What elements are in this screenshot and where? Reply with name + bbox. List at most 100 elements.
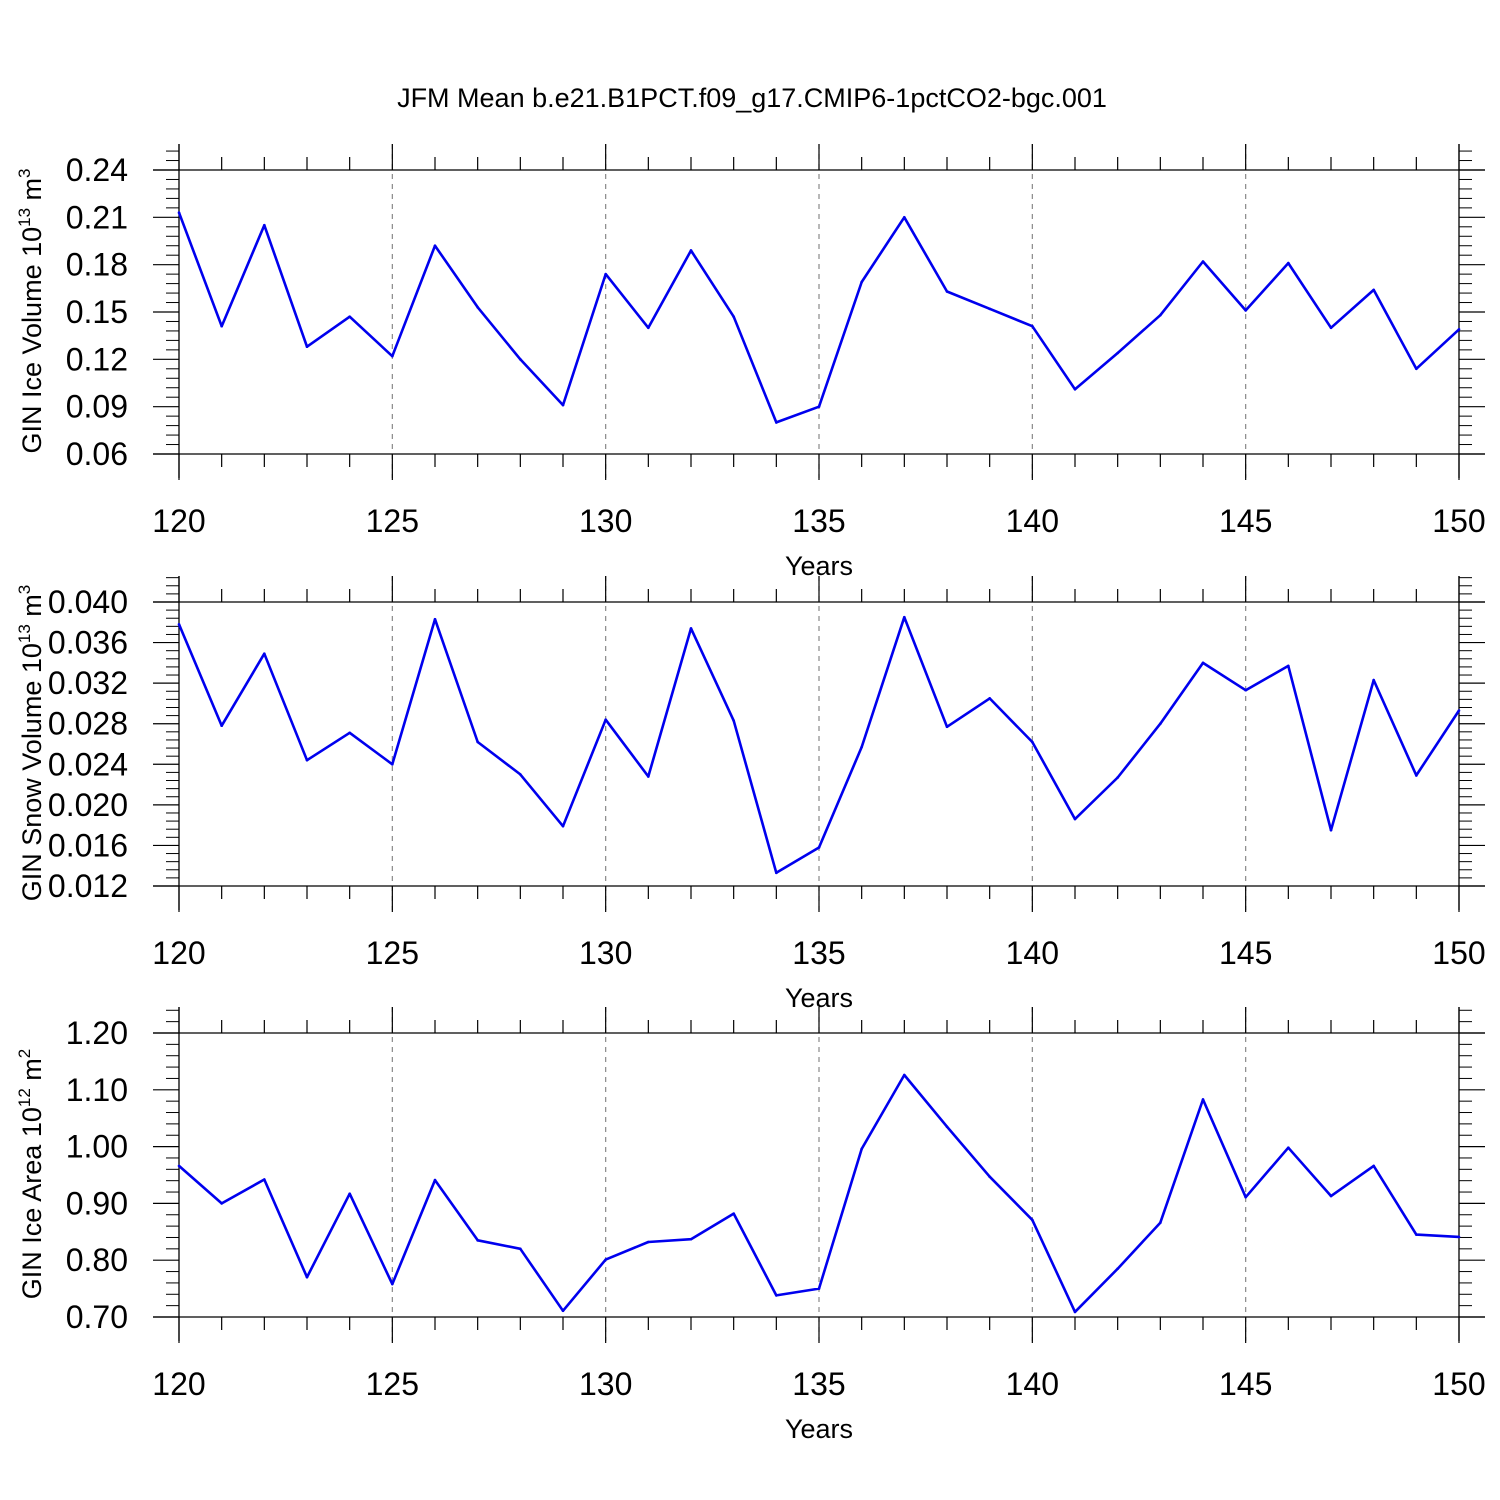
data-point bbox=[1329, 1194, 1333, 1198]
x-axis-label: Years bbox=[785, 1414, 853, 1444]
data-point bbox=[1287, 1146, 1290, 1150]
data-point bbox=[732, 719, 735, 722]
y-tick-label: 0.020 bbox=[48, 787, 128, 823]
y-tick-label: 0.040 bbox=[48, 584, 128, 620]
data-point bbox=[1415, 774, 1418, 777]
data-point bbox=[1031, 324, 1034, 328]
panel-1: 0.06 0.09 0.12 0.15 0.18 0.21 0.24 120 125 130 135… bbox=[15, 144, 1486, 581]
data-point bbox=[519, 1247, 522, 1251]
x-tick-label: 150 bbox=[1432, 1366, 1485, 1402]
data-point bbox=[391, 354, 394, 358]
data-point bbox=[1244, 1195, 1247, 1199]
x-tick-label: 140 bbox=[1006, 935, 1059, 971]
data-point bbox=[1073, 388, 1077, 391]
y-tick-label: 0.012 bbox=[48, 868, 128, 904]
data-point bbox=[945, 1125, 949, 1129]
data-point bbox=[348, 1192, 351, 1196]
data-point bbox=[945, 290, 949, 293]
data-point bbox=[1372, 288, 1375, 292]
data-point bbox=[177, 623, 181, 626]
data-point bbox=[561, 1309, 565, 1313]
x-tick-label: 120 bbox=[152, 503, 205, 539]
data-point bbox=[220, 324, 223, 328]
data-point bbox=[348, 315, 351, 319]
y-tick-label: 0.70 bbox=[66, 1299, 128, 1335]
y-tick-label: 0.028 bbox=[48, 706, 128, 742]
data-point bbox=[1073, 817, 1077, 821]
panel-3: 0.70 0.80 0.90 1.00 1.10 1.20 120 125 130 135 140 1… bbox=[15, 1007, 1486, 1444]
panel-2: 0.012 0.016 0.020 0.024 0.028 0.032 0.036 0.040… bbox=[15, 576, 1486, 1013]
data-point bbox=[903, 1073, 906, 1077]
data-point bbox=[1116, 1267, 1119, 1271]
data-point bbox=[860, 745, 863, 749]
data-point bbox=[305, 1275, 309, 1279]
data-point bbox=[689, 627, 693, 630]
data-point bbox=[860, 1147, 863, 1151]
data-point bbox=[817, 846, 821, 849]
data-point bbox=[1201, 661, 1205, 665]
data-point bbox=[1372, 678, 1375, 682]
data-point bbox=[1031, 1218, 1034, 1222]
x-tick-label: 145 bbox=[1219, 503, 1272, 539]
data-point bbox=[1287, 664, 1290, 668]
y-tick-label: 0.024 bbox=[48, 746, 128, 782]
data-point bbox=[1287, 261, 1290, 265]
data-point bbox=[903, 216, 906, 219]
data-point bbox=[647, 1240, 650, 1244]
data-point bbox=[604, 272, 607, 276]
data-point bbox=[561, 403, 565, 407]
data-point bbox=[1201, 1098, 1205, 1101]
data-point bbox=[1329, 326, 1333, 330]
x-tick-label: 135 bbox=[792, 935, 845, 971]
y-tick-label: 0.24 bbox=[66, 152, 128, 188]
x-tick-label: 120 bbox=[152, 1366, 205, 1402]
x-tick-label: 125 bbox=[366, 935, 419, 971]
data-point bbox=[177, 1164, 181, 1168]
y-tick-label: 0.09 bbox=[66, 389, 128, 425]
data-point bbox=[348, 731, 351, 735]
chart-panels: 0.06 0.09 0.12 0.15 0.18 0.21 0.24 120 125 130 135… bbox=[15, 144, 1486, 1444]
x-tick-label: 130 bbox=[579, 503, 632, 539]
y-tick-label: 1.10 bbox=[66, 1072, 128, 1108]
data-point bbox=[1073, 1310, 1077, 1314]
data-point bbox=[1159, 722, 1162, 726]
data-point bbox=[220, 724, 223, 728]
data-point bbox=[775, 871, 778, 875]
y-tick-label: 0.90 bbox=[66, 1185, 128, 1221]
y-tick-label: 0.15 bbox=[66, 294, 128, 330]
data-point bbox=[305, 758, 309, 762]
y-tick-label: 0.18 bbox=[66, 247, 128, 283]
data-point bbox=[732, 1212, 735, 1215]
data-point bbox=[1372, 1164, 1375, 1168]
data-point bbox=[860, 280, 863, 284]
x-tick-label: 130 bbox=[579, 1366, 632, 1402]
data-point bbox=[604, 718, 607, 721]
y-tick-label: 1.00 bbox=[66, 1129, 128, 1165]
y-tick-label: 1.20 bbox=[66, 1015, 128, 1051]
data-point bbox=[732, 315, 735, 319]
data-point bbox=[1159, 1221, 1162, 1225]
x-tick-label: 130 bbox=[579, 935, 632, 971]
data-point bbox=[647, 326, 650, 330]
data-point bbox=[988, 1175, 991, 1179]
x-tick-label: 120 bbox=[152, 935, 205, 971]
data-point bbox=[391, 762, 394, 766]
x-tick-label: 125 bbox=[366, 503, 419, 539]
x-tick-label: 125 bbox=[366, 1366, 419, 1402]
data-point bbox=[177, 211, 181, 214]
data-point bbox=[1116, 776, 1119, 779]
data-point bbox=[1244, 309, 1247, 312]
data-point bbox=[1457, 709, 1461, 712]
data-point bbox=[988, 307, 991, 311]
x-tick-label: 140 bbox=[1006, 1366, 1059, 1402]
data-point bbox=[988, 697, 991, 700]
y-tick-label: 0.06 bbox=[66, 436, 128, 472]
data-point bbox=[561, 824, 565, 828]
data-point bbox=[1329, 828, 1333, 832]
y-tick-label: 0.016 bbox=[48, 827, 128, 863]
data-point bbox=[391, 1282, 394, 1286]
data-point bbox=[775, 1294, 778, 1297]
data-point bbox=[476, 740, 479, 744]
data-point bbox=[945, 725, 949, 729]
